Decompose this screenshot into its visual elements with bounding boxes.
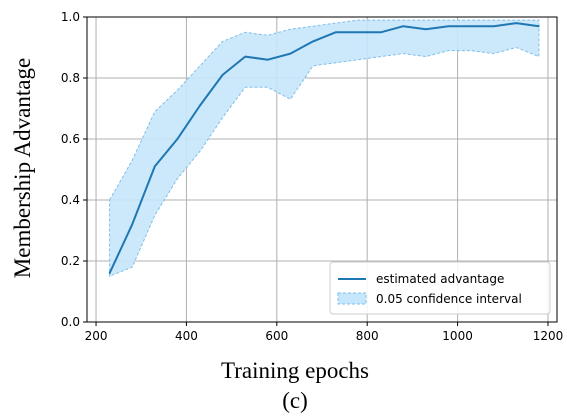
line-point [379,31,382,34]
y-tick-label: 0.6 [61,132,80,146]
x-tick-label: 600 [265,329,288,343]
y-tick-label: 0.0 [61,315,80,329]
line-point [425,28,427,31]
line-point [470,25,472,27]
line-point [447,25,450,27]
line-point [357,31,359,34]
y-tick-label: 0.8 [61,71,80,85]
line-point [153,165,156,168]
line-point [312,40,314,43]
line-point [266,58,269,61]
y-ticks: 0.0 0.2 0.4 0.6 0.8 1.0 [61,10,87,329]
axes-frame [86,16,558,323]
x-tick-label: 800 [356,329,379,343]
line-point [108,272,111,275]
x-ticks: 200 400 600 800 1000 1200 [85,322,564,343]
legend: estimated advantage 0.05 confidence inte… [329,261,551,315]
legend-label-estimated-advantage: estimated advantage [376,272,504,286]
y-tick-label: 1.0 [61,10,80,24]
estimated-advantage-line [108,22,540,274]
figure-caption: (c) [282,388,308,413]
line-point [244,55,246,58]
line-points [108,22,540,275]
legend-label-confidence-interval: 0.05 confidence interval [376,292,522,306]
legend-box [329,261,551,315]
line-point [176,138,179,140]
x-tick-label: 1000 [442,329,473,343]
line-point [515,22,518,24]
y-tick-label: 0.4 [61,193,80,207]
line-point [492,25,495,27]
legend-band-swatch [337,292,367,305]
confidence-band [109,19,540,278]
y-axis-label: Membership Advantage [10,58,35,278]
line-point [289,52,292,55]
x-tick-label: 1200 [533,329,564,343]
x-axis-label: Training epochs [221,358,369,383]
line-point [221,74,224,76]
y-tick-label: 0.2 [61,254,80,268]
x-tick-label: 200 [85,329,108,343]
line-point [334,31,337,34]
line-point [131,223,133,226]
line-point [199,104,201,107]
x-tick-label: 400 [175,329,198,343]
line-point [538,25,540,27]
line-point [402,25,405,27]
